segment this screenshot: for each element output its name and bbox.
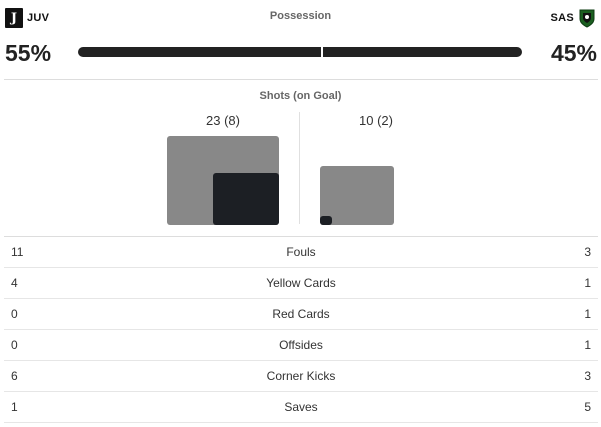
away-team-header: SAS xyxy=(550,8,596,28)
possession-label: Possession xyxy=(269,10,332,22)
juventus-logo-icon: J xyxy=(5,8,23,28)
stat-label: Fouls xyxy=(286,245,316,259)
stats-table: 11 Fouls 3 4 Yellow Cards 1 0 Red Cards … xyxy=(0,237,601,427)
away-stat-value: 1 xyxy=(584,338,591,352)
home-stat-value: 11 xyxy=(11,245,24,259)
away-shots-value: 10 (2) xyxy=(359,113,393,128)
possession-divider xyxy=(321,47,323,57)
away-stat-value: 1 xyxy=(584,276,591,290)
stat-label: Red Cards xyxy=(272,307,330,321)
stat-label: Offsides xyxy=(279,338,323,352)
home-stat-value: 6 xyxy=(11,369,18,383)
stat-row-yellow-cards: 4 Yellow Cards 1 xyxy=(4,268,598,299)
away-team-abbr: SAS xyxy=(550,12,574,24)
away-shots-on-goal-box xyxy=(320,216,332,225)
home-shots-on-goal-box xyxy=(213,173,279,225)
away-possession-percent: 45% xyxy=(550,40,597,66)
section-divider xyxy=(4,236,598,237)
stat-row-offsides: 0 Offsides 1 xyxy=(4,330,598,361)
possession-bar xyxy=(78,47,522,57)
home-stat-value: 0 xyxy=(11,307,18,321)
away-stat-value: 3 xyxy=(584,245,591,259)
home-team-abbr: JUV xyxy=(27,12,50,24)
away-stat-value: 3 xyxy=(584,369,591,383)
section-divider xyxy=(4,79,598,80)
stat-row-fouls: 11 Fouls 3 xyxy=(4,237,598,268)
home-possession-segment xyxy=(78,47,321,57)
away-stat-value: 5 xyxy=(584,400,591,414)
home-shots-value: 23 (8) xyxy=(206,113,240,128)
away-possession-segment xyxy=(323,47,522,57)
stat-row-red-cards: 0 Red Cards 1 xyxy=(4,299,598,330)
home-stat-value: 0 xyxy=(11,338,18,352)
stat-row-saves: 1 Saves 5 xyxy=(4,392,598,423)
away-shots-total-box xyxy=(320,166,394,225)
stat-label: Corner Kicks xyxy=(266,369,336,383)
stat-row-corner-kicks: 6 Corner Kicks 3 xyxy=(4,361,598,392)
home-team-header: J JUV xyxy=(5,8,49,28)
shots-title: Shots (on Goal) xyxy=(259,90,342,102)
home-possession-percent: 55% xyxy=(5,40,52,66)
home-stat-value: 4 xyxy=(11,276,18,290)
home-stat-value: 1 xyxy=(11,400,18,414)
stat-label: Saves xyxy=(284,400,318,414)
away-stat-value: 1 xyxy=(584,307,591,321)
sassuolo-logo-icon xyxy=(579,9,595,28)
stat-label: Yellow Cards xyxy=(266,276,336,290)
shots-separator xyxy=(299,112,300,224)
